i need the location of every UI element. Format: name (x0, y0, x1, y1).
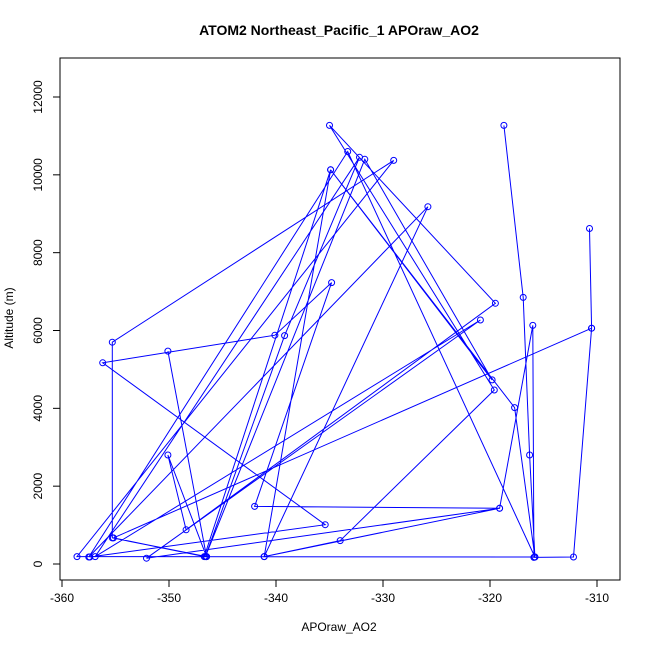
x-tick-label: -350 (157, 591, 181, 605)
y-tick-label: 6000 (31, 317, 45, 344)
data-point (336, 537, 344, 545)
data-point (344, 148, 352, 155)
data-point (108, 338, 116, 346)
y-tick-label: 8000 (31, 239, 45, 266)
data-point (570, 553, 577, 561)
data-point (529, 321, 537, 329)
data-point (164, 451, 172, 459)
data-point (108, 534, 116, 542)
data-point (260, 553, 268, 561)
y-tick-label: 2000 (31, 472, 45, 499)
x-tick-label: -340 (264, 591, 288, 605)
data-point (251, 502, 259, 510)
x-tick-label: -320 (478, 591, 502, 605)
data-point (500, 121, 508, 129)
data-point (326, 121, 333, 129)
y-tick-label: 12000 (31, 80, 45, 114)
data-point (496, 504, 504, 512)
x-axis-label: APOraw_AO2 (301, 620, 377, 634)
y-axis-label: Altitude (m) (2, 287, 16, 348)
series-line (75, 125, 593, 559)
data-point (390, 156, 398, 164)
data-point (488, 376, 496, 384)
x-tick-label: -310 (585, 591, 609, 605)
data-point (328, 279, 336, 287)
y-tick-label: 10000 (31, 158, 45, 192)
data-point (511, 404, 519, 412)
x-axis: -360 -350 -340 -330 -320 -310 (50, 579, 609, 605)
data-point (531, 553, 539, 561)
y-axis: 0 2000 4000 6000 8000 10000 12000 (31, 80, 61, 567)
x-tick-label: -360 (50, 591, 74, 605)
x-tick-label: -330 (371, 591, 395, 605)
data-point (586, 225, 593, 232)
series-layer (73, 121, 596, 562)
data-point (281, 332, 289, 340)
data-point (99, 359, 107, 367)
data-point (200, 553, 208, 561)
data-point (424, 203, 432, 211)
data-point (491, 299, 499, 307)
data-point (182, 526, 190, 534)
y-tick-label: 4000 (31, 395, 45, 422)
data-point (588, 324, 596, 332)
data-point (203, 553, 210, 561)
data-point (519, 293, 527, 301)
data-point (526, 451, 534, 459)
data-point (164, 347, 172, 355)
data-point (356, 153, 363, 161)
data-point (321, 521, 329, 529)
data-point (476, 316, 484, 324)
chart-title: ATOM2 Northeast_Pacific_1 APOraw_AO2 (199, 22, 479, 38)
data-point (143, 554, 150, 562)
data-point (86, 553, 94, 561)
data-point (271, 331, 279, 339)
data-point (490, 386, 498, 394)
data-point (327, 166, 335, 174)
y-tick-label: 0 (31, 560, 45, 567)
data-point (73, 553, 81, 561)
